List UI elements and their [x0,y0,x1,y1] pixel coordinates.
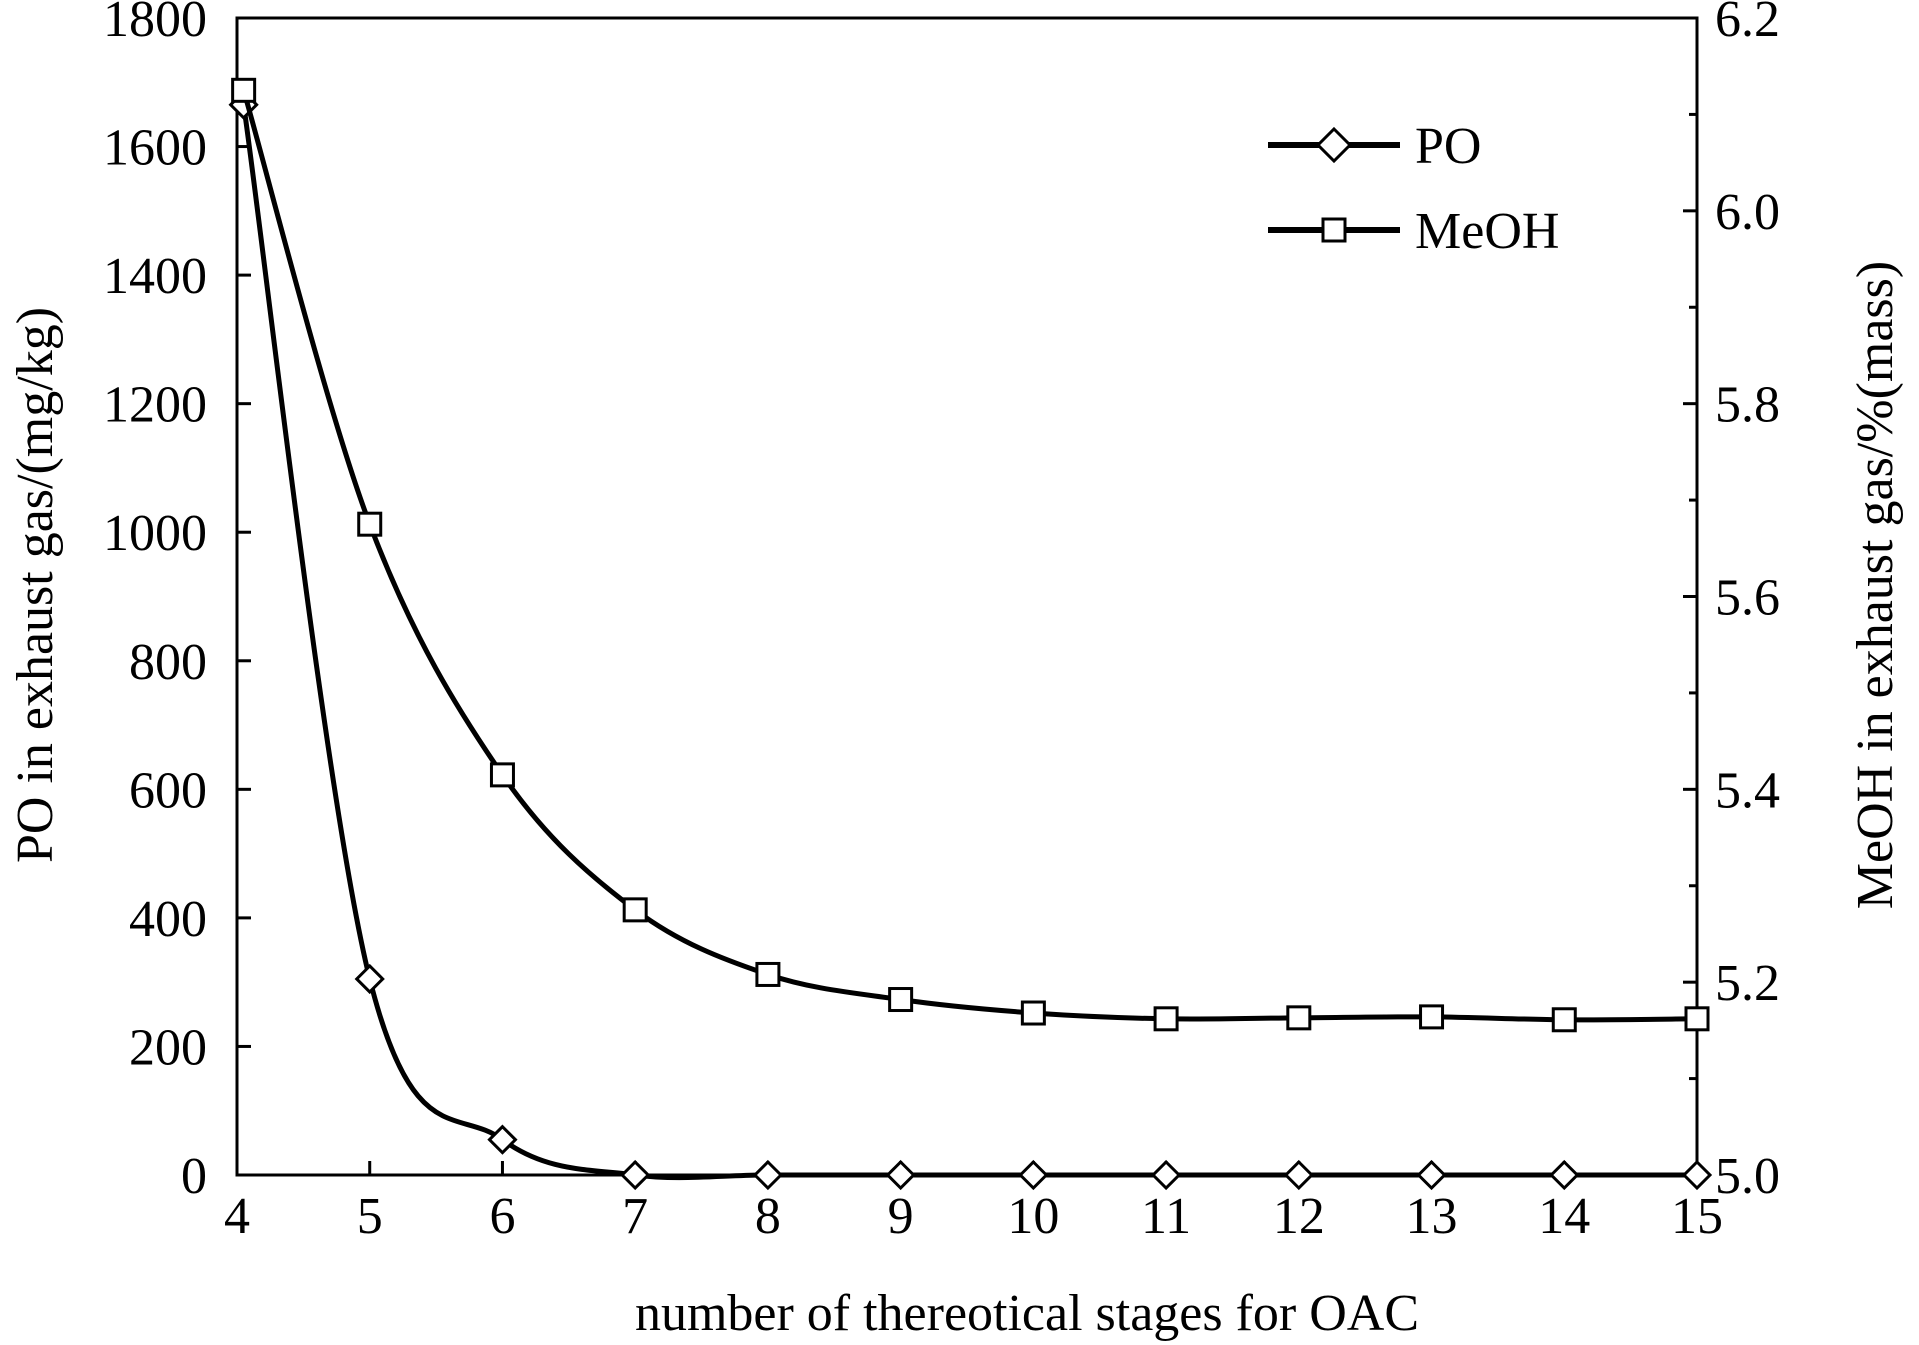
x-tick-label: 12 [1273,1188,1325,1245]
right-y-tick-label: 6.2 [1715,0,1780,48]
x-tick-label: 9 [888,1188,914,1245]
data-point-meoh [888,987,914,1013]
left-y-tick-label: 800 [129,634,207,691]
left-y-tick-label: 1600 [103,120,207,177]
data-point-meoh [231,77,257,103]
plot-area [235,16,1699,1177]
x-tick-label: 15 [1671,1188,1723,1245]
legend-marker-meoh [1321,217,1347,243]
x-tick-label: 6 [489,1188,515,1245]
data-point-po [1416,1159,1447,1191]
data-point-meoh [489,762,515,788]
legend: PO MeOH [1268,118,1559,260]
data-point-po [487,1124,518,1155]
right-y-tick-label: 5.8 [1715,377,1780,434]
data-point-meoh [1020,1000,1046,1026]
x-tick-label: 14 [1538,1188,1590,1245]
data-point-meoh [1684,1006,1710,1032]
left-y-tick-label: 600 [129,762,207,819]
data-point-meoh [357,511,383,537]
right-y-tick-label: 5.2 [1715,955,1780,1012]
x-tick-label: 10 [1007,1188,1059,1245]
data-point-po [1150,1159,1182,1191]
right-y-axis-ticks: 5.0 5.2 5.4 5.6 5.8 6.0 6.2 [1683,0,1780,1205]
right-y-tick-label: 5.4 [1715,762,1780,819]
series-layer [228,77,1713,1191]
left-y-tick-label: 1200 [103,377,207,434]
plot-frame [235,16,1699,1177]
left-y-tick-label: 1800 [103,0,207,48]
data-point-meoh [622,897,648,923]
legend-label-po: PO [1415,118,1481,175]
right-y-axis-title: MeOH in exhaust gas/%(mass) [1847,261,1904,909]
x-tick-label: 13 [1406,1188,1458,1245]
right-y-tick-label: 6.0 [1715,184,1780,241]
legend-marker-po [1315,126,1353,164]
data-point-po [752,1159,784,1191]
left-y-axis-ticks: 0 200 400 600 800 1000 1200 1400 1600 1800 [103,0,251,1205]
x-tick-label: 8 [755,1188,781,1245]
left-y-tick-label: 0 [181,1148,207,1205]
data-point-po [1283,1159,1314,1191]
data-point-po [1549,1159,1580,1191]
data-point-po [354,963,385,995]
series-meoh [231,77,1710,1033]
left-y-tick-label: 200 [129,1019,207,1076]
data-point-meoh [1419,1004,1445,1030]
x-tick-label: 5 [357,1188,383,1245]
data-point-po [620,1159,651,1191]
left-y-tick-label: 400 [129,891,207,948]
left-y-axis-title: PO in exhaust gas/(mg/kg) [7,307,64,863]
data-point-po [1018,1159,1049,1191]
x-axis-ticks: 4 5 6 7 8 9 10 11 12 13 14 15 [224,1161,1723,1245]
left-y-tick-label: 1400 [103,248,207,305]
data-point-meoh [1153,1006,1179,1032]
data-point-po [885,1159,916,1191]
left-y-tick-label: 1000 [103,505,207,562]
data-point-meoh [755,961,781,987]
legend-label-meoh: MeOH [1415,203,1559,260]
x-tick-label: 7 [622,1188,648,1245]
data-point-meoh [1551,1007,1577,1033]
x-axis-title: number of thereotical stages for OAC [635,1285,1419,1342]
x-tick-label: 4 [224,1188,250,1245]
data-point-meoh [1286,1005,1312,1031]
data-point-po [1681,1159,1713,1191]
x-tick-label: 11 [1141,1188,1191,1245]
right-y-tick-label: 5.6 [1715,570,1780,627]
right-y-tick-label: 5.0 [1715,1148,1780,1205]
